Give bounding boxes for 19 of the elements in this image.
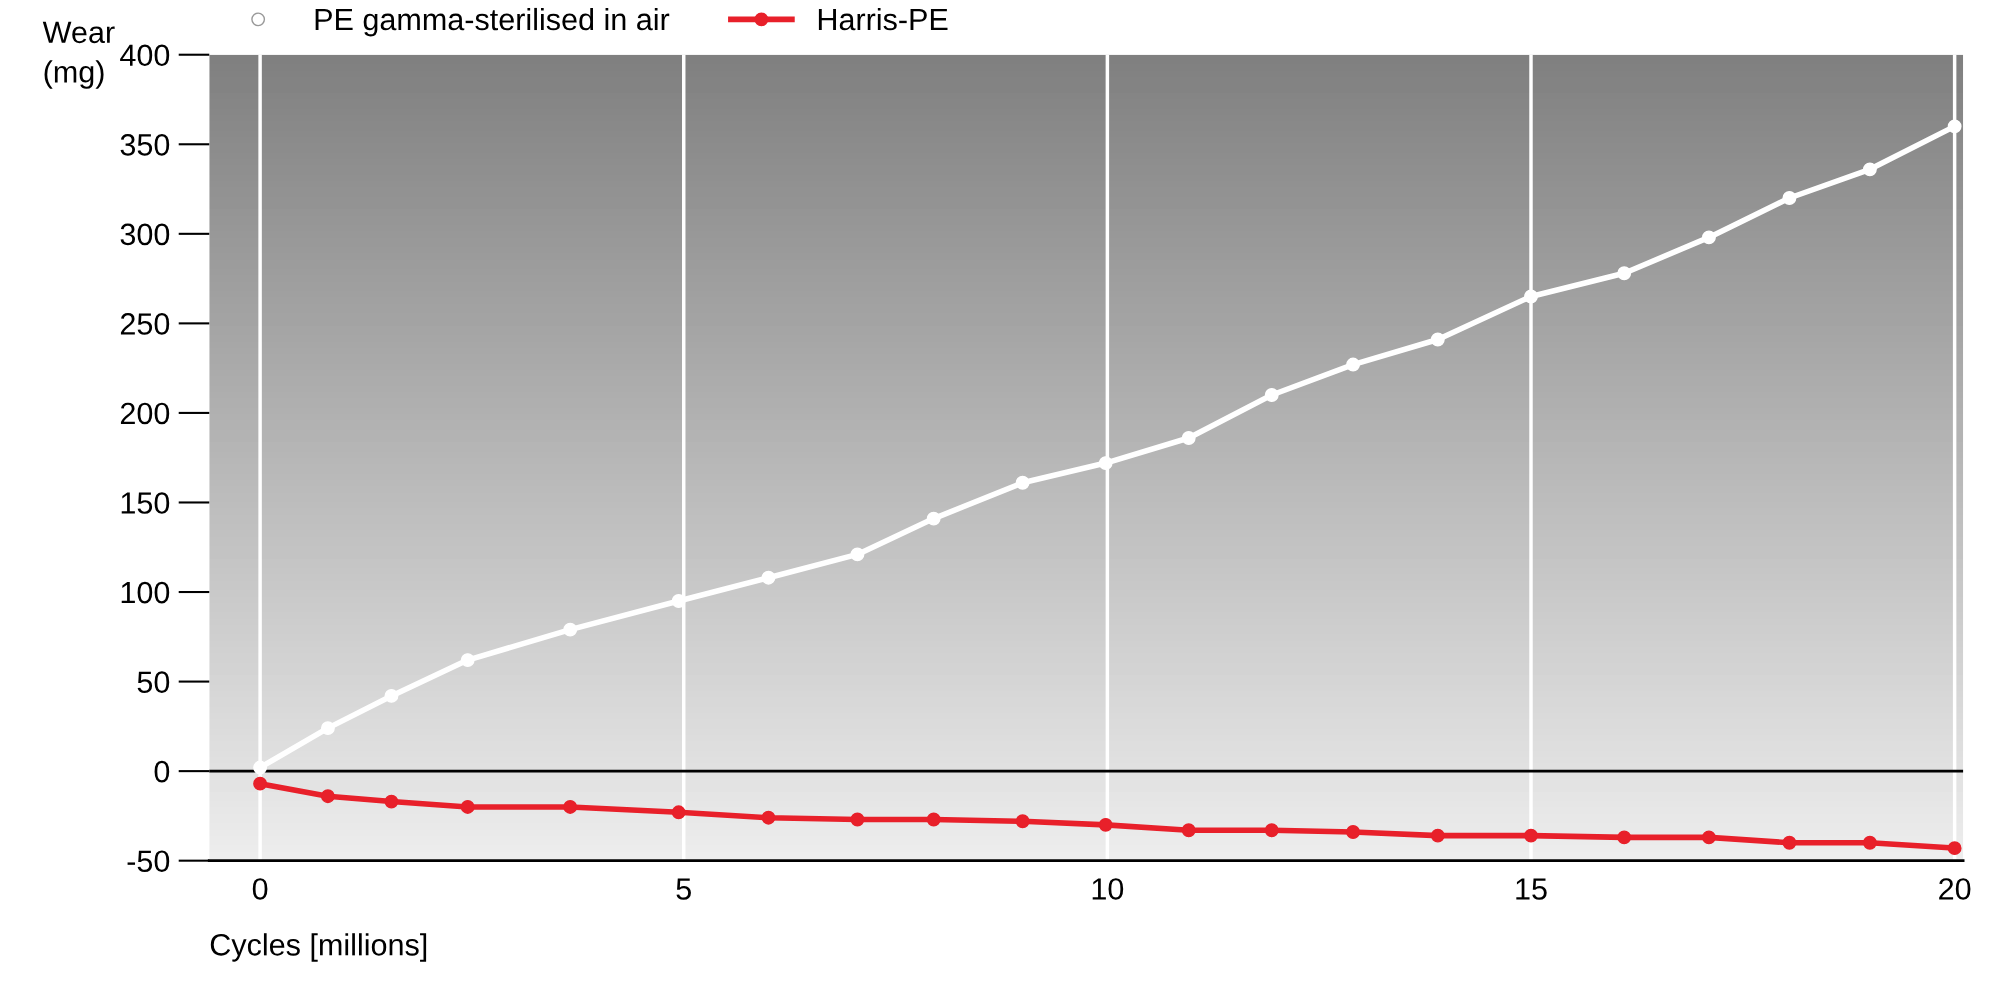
y-tick-label: 100 <box>121 581 170 604</box>
y-tick-label: 250 <box>120 313 170 335</box>
legend-label: PE gamma-sterilised in air <box>315 7 670 37</box>
y-tick-label: -50 <box>127 850 170 873</box>
legend-label: Harris-PE <box>818 7 948 31</box>
x-tick-label: 5 <box>676 878 691 900</box>
x-tick-label: 15 <box>1516 878 1547 900</box>
y-tick-label: 300 <box>120 223 170 246</box>
x-tick-label: 20 <box>1939 878 1971 900</box>
y-tick-label: 400 <box>120 44 170 67</box>
x-tick-label: 10 <box>1092 878 1124 900</box>
x-tick-label: 0 <box>252 878 268 900</box>
y-tick-label: 50 <box>137 671 170 693</box>
y-tick-label: 0 <box>154 760 170 783</box>
y-tick-label: 150 <box>121 492 170 514</box>
x-axis-title: Cycles [millions] <box>210 933 427 962</box>
y-tick-label: 350 <box>120 134 170 156</box>
y-axis-title: Wear (mg) <box>42 21 115 89</box>
y-tick-label: 200 <box>120 402 170 425</box>
